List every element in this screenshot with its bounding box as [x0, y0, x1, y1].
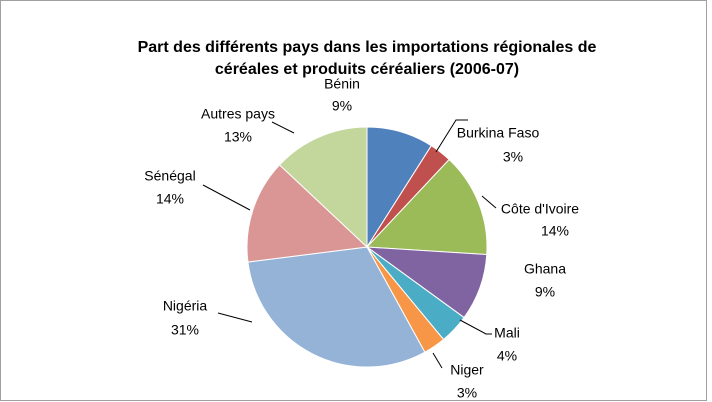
pie-slice — [246, 164, 369, 263]
slice-value-label: 14% — [156, 191, 184, 207]
leader-line — [435, 119, 468, 153]
leader-line — [432, 352, 443, 369]
pie-slice — [365, 158, 488, 256]
slice-value-label: 14% — [541, 223, 569, 239]
chart-title: Part des différents pays dans les import… — [138, 39, 597, 56]
leader-line — [271, 121, 295, 134]
leader-line — [481, 195, 497, 209]
leader-lines — [202, 119, 497, 369]
slice-value-label: 31% — [171, 322, 199, 338]
slice-label: Burkina Faso — [457, 125, 540, 141]
slice-value-label: 13% — [224, 129, 252, 145]
slice-label: Mali — [494, 325, 520, 341]
pie-slice — [247, 246, 426, 368]
slice-label: Ghana — [524, 261, 566, 277]
slice-label: Nigéria — [163, 298, 208, 314]
slice-label: Autres pays — [201, 106, 275, 122]
slice-value-label: 9% — [535, 284, 555, 300]
slice-label: Côte d'Ivoire — [501, 201, 579, 217]
leader-line — [202, 184, 251, 211]
leader-line — [217, 312, 253, 323]
slice-label: Bénin — [324, 76, 360, 92]
slice-value-label: 3% — [457, 385, 477, 401]
slice-label: Niger — [450, 362, 484, 378]
chart-title: céréales et produits céréaliers (2006-07… — [215, 61, 519, 78]
pie-slice — [278, 126, 368, 249]
slice-value-label: 4% — [497, 348, 517, 364]
slice-value-label: 9% — [332, 98, 352, 114]
leader-line — [459, 319, 492, 335]
slice-value-label: 3% — [503, 149, 523, 165]
slice-label: Sénégal — [144, 168, 195, 184]
